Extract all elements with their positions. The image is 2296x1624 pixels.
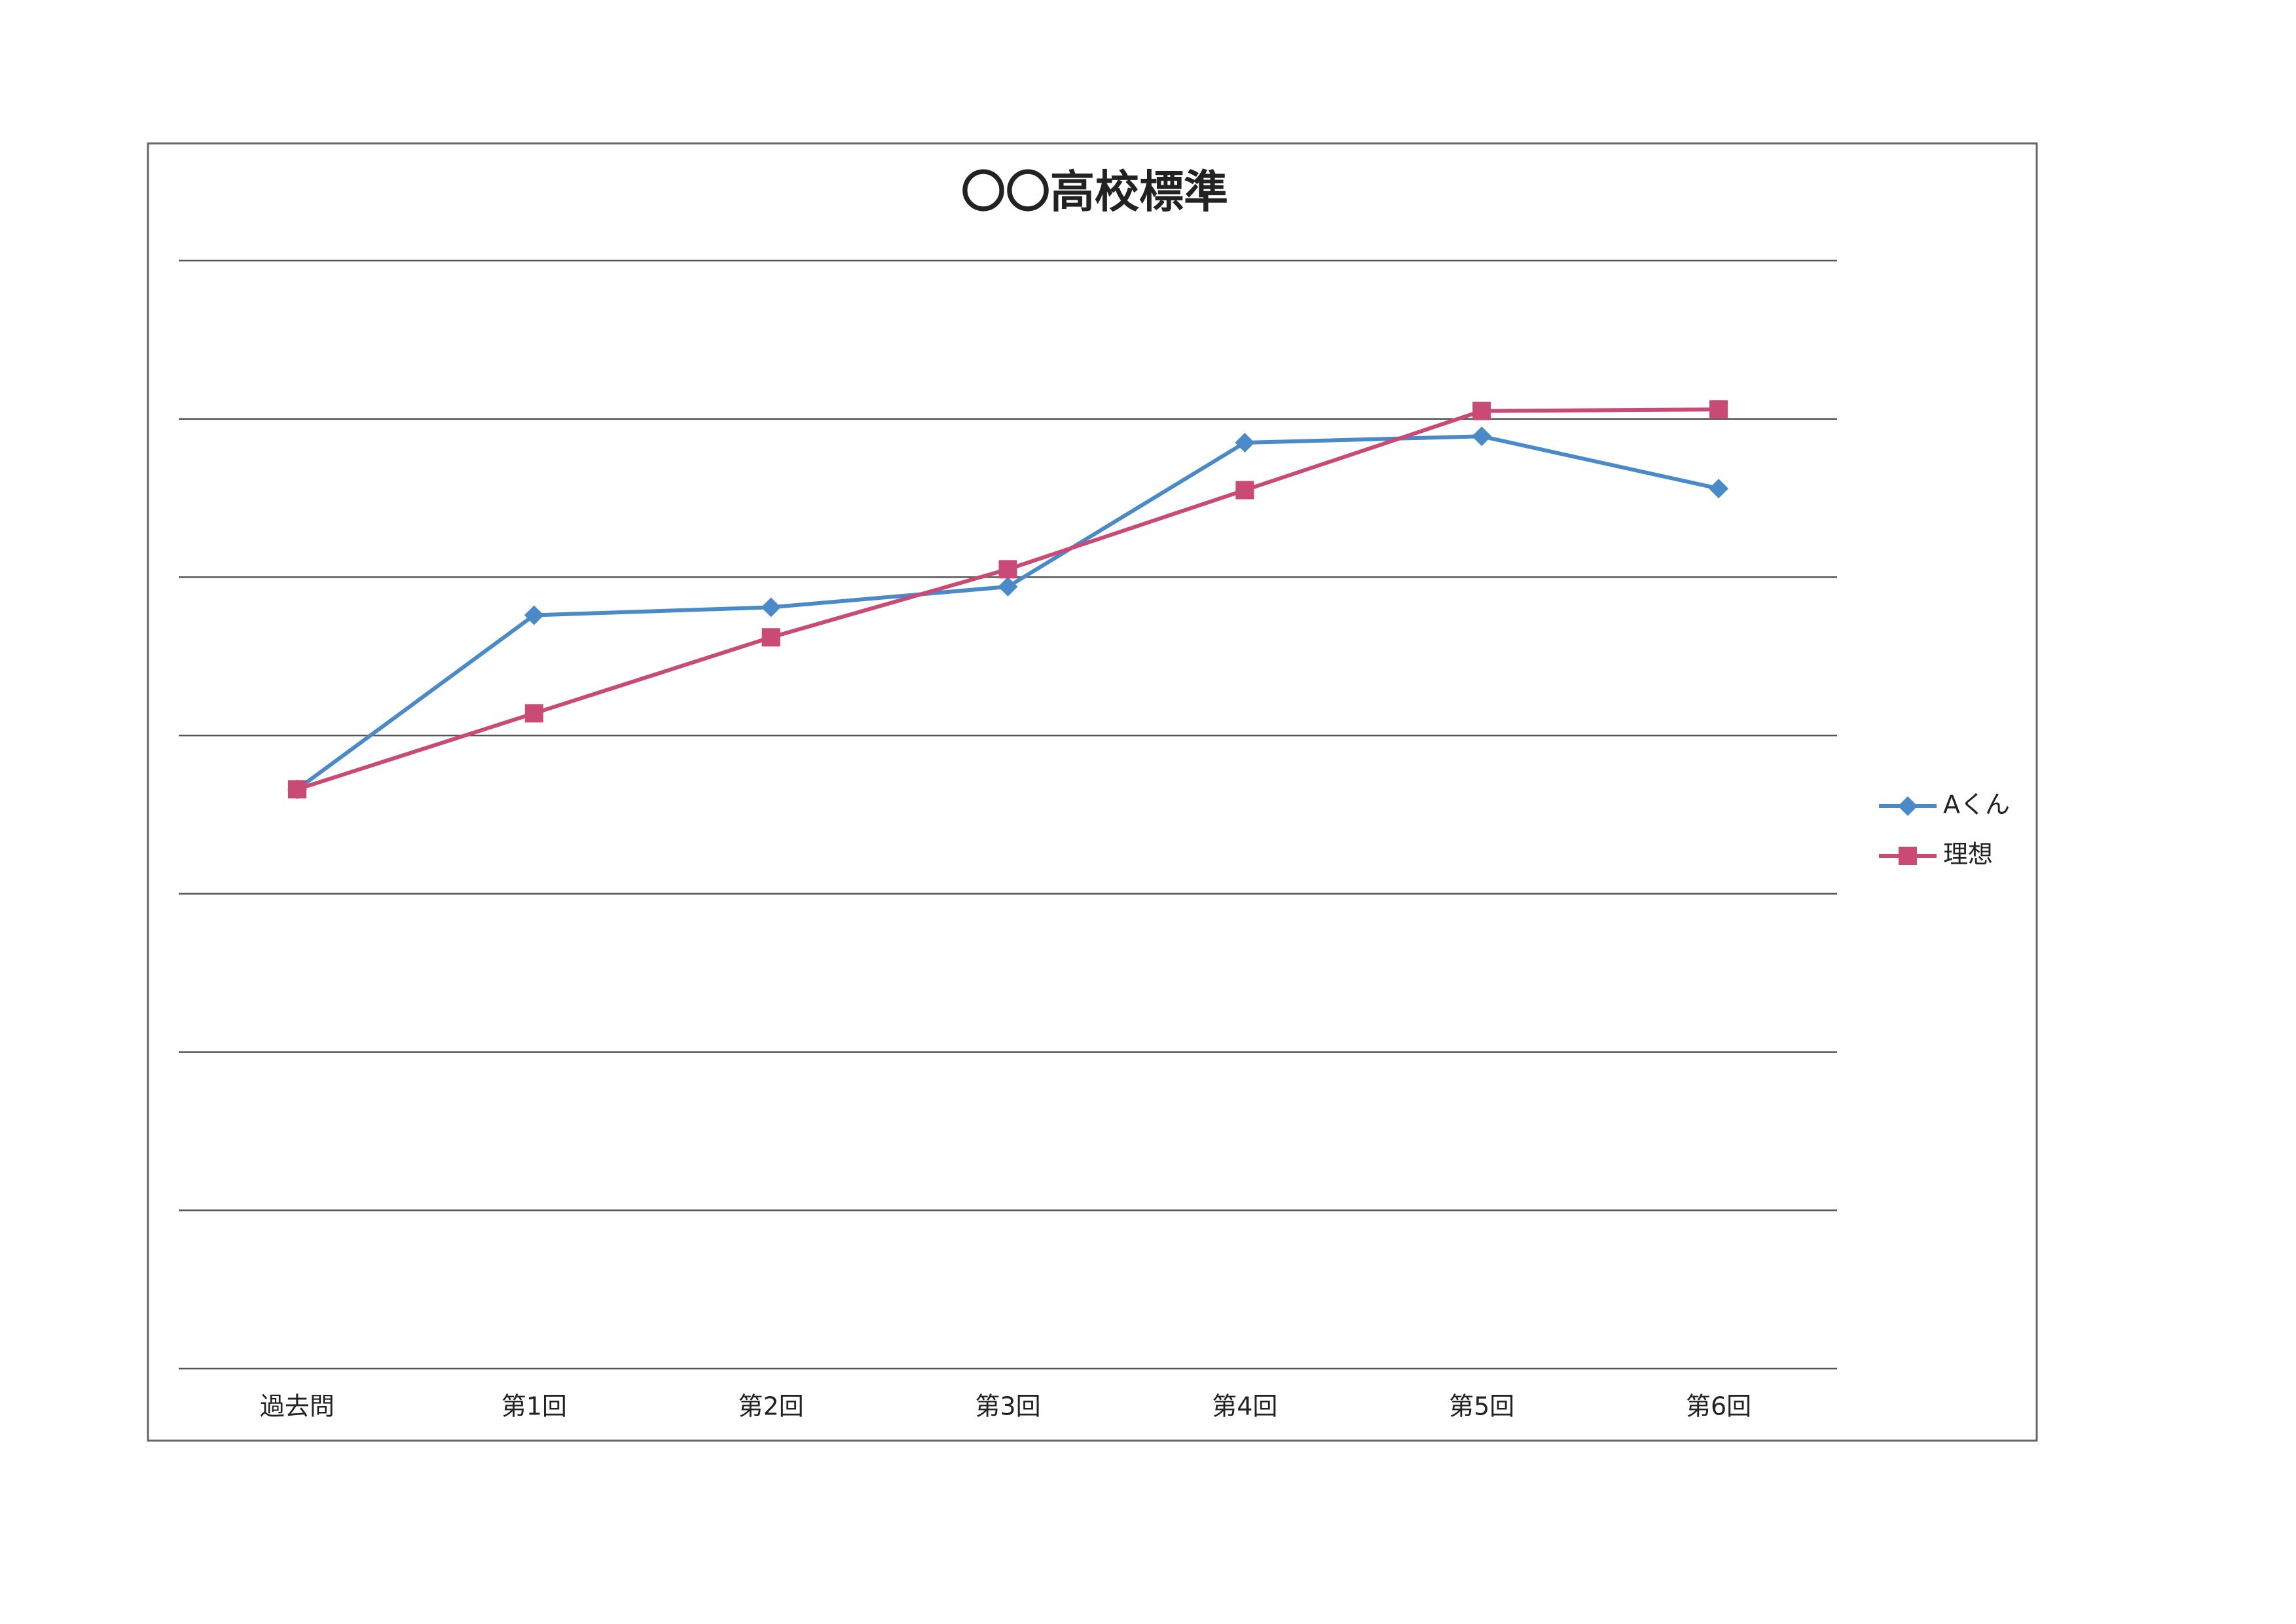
data-point bbox=[998, 560, 1017, 579]
x-tick-label: 第6回 bbox=[1686, 1392, 1751, 1421]
data-point bbox=[524, 704, 543, 723]
data-point bbox=[1472, 401, 1491, 420]
x-tick-label: 過去問 bbox=[260, 1392, 335, 1421]
x-tick-label: 第4回 bbox=[1212, 1392, 1277, 1421]
legend-label: Aくん bbox=[1943, 790, 2010, 819]
chart-title: 〇〇高校標準 bbox=[961, 167, 1228, 219]
x-tick-label: 第2回 bbox=[738, 1392, 804, 1421]
legend-marker bbox=[1898, 796, 1918, 816]
data-point bbox=[761, 628, 780, 647]
data-point bbox=[1709, 400, 1728, 419]
legend-label: 理想 bbox=[1943, 840, 1993, 869]
data-point bbox=[1235, 481, 1254, 500]
data-point bbox=[1235, 432, 1255, 452]
x-tick-label: 第1回 bbox=[501, 1392, 567, 1421]
data-point bbox=[998, 576, 1018, 597]
data-point bbox=[524, 605, 544, 625]
chart-frame bbox=[147, 142, 2038, 1442]
x-tick-label: 第3回 bbox=[975, 1392, 1040, 1421]
data-point bbox=[1709, 479, 1729, 499]
legend-marker bbox=[1899, 847, 1917, 865]
data-point bbox=[761, 597, 781, 618]
data-point bbox=[287, 780, 306, 799]
data-point bbox=[1472, 426, 1492, 447]
x-tick-label: 第5回 bbox=[1449, 1392, 1514, 1421]
